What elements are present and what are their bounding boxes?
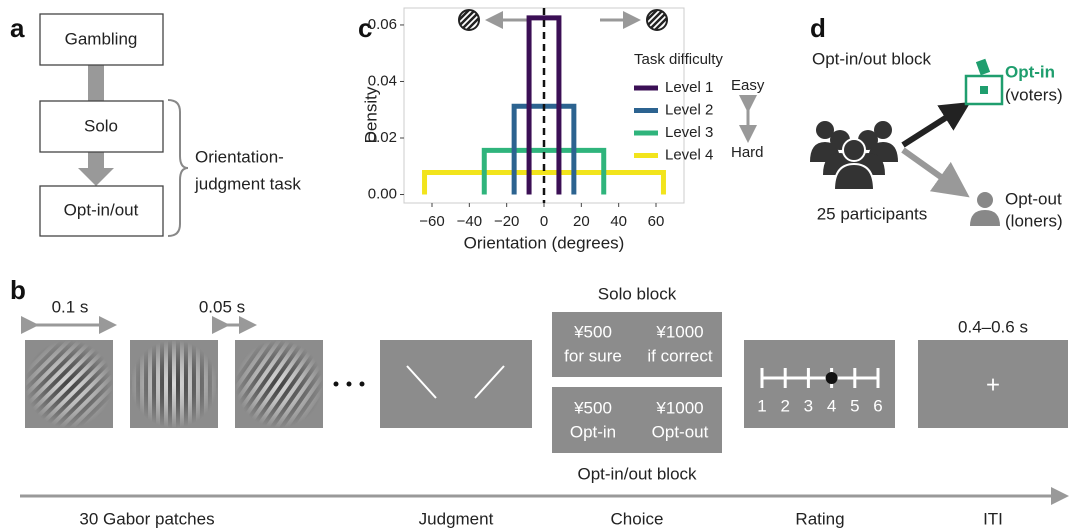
participants-label: 25 participants: [817, 204, 928, 223]
timeline-label: Choice: [611, 509, 664, 528]
opt-in-label: Opt-in: [1005, 62, 1055, 81]
x-tick-label: −20: [494, 213, 519, 230]
opt-out-label: Opt-out: [1005, 189, 1062, 208]
step-label: Gambling: [65, 29, 138, 48]
scale-label: 4: [827, 396, 836, 415]
option: Opt-out: [652, 422, 709, 441]
timeline-label: Judgment: [419, 509, 494, 528]
legend-label: Level 4: [665, 146, 713, 163]
crowd-icon: [810, 121, 898, 190]
option: for sure: [564, 346, 622, 365]
scale-label: 2: [780, 396, 789, 415]
y-tick-label: 0.06: [368, 16, 397, 33]
icon-right: [647, 10, 667, 30]
block-title: Opt-in/out block: [577, 464, 697, 483]
annotation: Hard: [731, 144, 764, 161]
ballot-icon: [966, 59, 1002, 104]
legend-label: Level 3: [665, 124, 713, 141]
option: ¥1000: [655, 398, 703, 417]
gabor-patch: [218, 323, 341, 446]
scale-label: 5: [850, 396, 859, 415]
scale-label: 1: [757, 396, 766, 415]
timeline-label: Rating: [795, 509, 844, 528]
figure: a Gambling Solo Opt-in/out Orientation- …: [0, 0, 1088, 532]
legend-title: Task difficulty: [634, 51, 723, 68]
y-tick-label: 0.04: [368, 72, 397, 89]
rating-marker: [826, 372, 838, 384]
judgment-screen: [380, 340, 532, 428]
step-label: Opt-in/out: [64, 200, 139, 219]
panel-label: d: [810, 13, 826, 43]
y-tick-label: 0.00: [368, 185, 397, 202]
icon-left: [459, 10, 479, 30]
gabor-patch: [7, 322, 131, 446]
brace-label: Orientation-: [195, 147, 284, 166]
x-tick-label: −60: [419, 213, 444, 230]
person-icon: [970, 192, 1000, 226]
option: ¥500: [573, 398, 612, 417]
brace: [168, 100, 188, 236]
legend-label: Level 2: [665, 101, 713, 118]
step-label: Solo: [84, 116, 118, 135]
gabor-patch: [130, 340, 218, 428]
flow-arrow-head: [78, 168, 114, 186]
scale-label: 6: [873, 396, 882, 415]
option: ¥500: [573, 322, 612, 341]
x-tick-label: 0: [540, 213, 548, 230]
ellipsis: [334, 382, 365, 387]
panel-label: a: [10, 13, 25, 43]
fixation: +: [986, 371, 1000, 398]
x-axis-label: Orientation (degrees): [464, 233, 625, 252]
duration: 0.4–0.6 s: [958, 317, 1028, 336]
block-title: Solo block: [598, 284, 677, 303]
opt-in-arrow: [903, 110, 958, 145]
panel-label: b: [10, 275, 26, 305]
legend-label: Level 1: [665, 79, 713, 96]
annotation: Easy: [731, 77, 765, 94]
timeline-label: 30 Gabor patches: [79, 509, 214, 528]
option: Opt-in: [570, 422, 616, 441]
x-tick-label: 20: [573, 213, 590, 230]
opt-out-arrow: [903, 150, 955, 187]
y-tick-label: 0.02: [368, 129, 397, 146]
flow-arrow: [88, 152, 104, 170]
duration: 0.1 s: [52, 297, 89, 316]
x-tick-label: −40: [457, 213, 482, 230]
flow-arrow: [88, 65, 104, 101]
opt-in-note: (voters): [1005, 85, 1063, 104]
opt-out-note: (loners): [1005, 211, 1063, 230]
choice-screen: [552, 387, 722, 453]
duration: 0.05 s: [199, 297, 245, 316]
density-chart: −60 −40 −20 0 20 40 60 0.00 0.02 0.04 0.06 Level 1 L…: [368, 8, 714, 230]
timeline-label: ITI: [983, 509, 1003, 528]
x-tick-label: 60: [648, 213, 665, 230]
block-title: Opt-in/out block: [812, 49, 932, 68]
option: if correct: [647, 346, 712, 365]
brace-label: judgment task: [194, 174, 301, 193]
x-tick-label: 40: [610, 213, 627, 230]
option: ¥1000: [655, 322, 703, 341]
scale-label: 3: [804, 396, 813, 415]
